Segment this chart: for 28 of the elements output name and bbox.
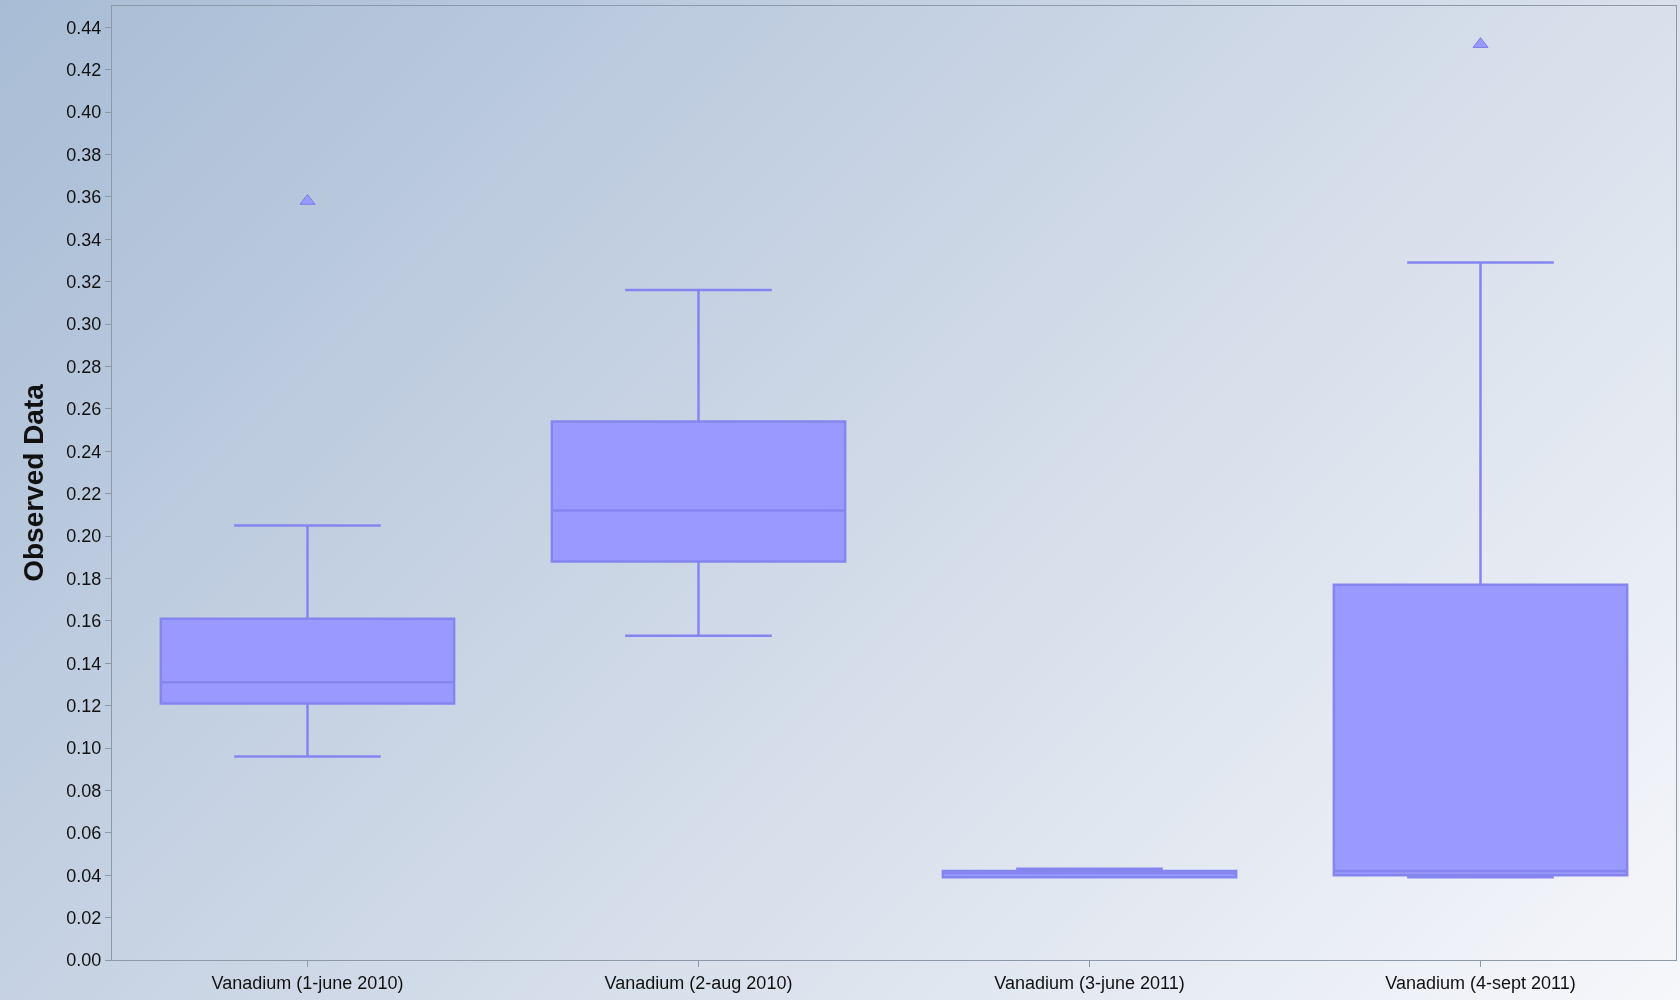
x-tick-label: Vanadium (3-june 2011) <box>994 972 1185 993</box>
y-tick-label: 0.00 <box>66 950 102 971</box>
y-tick-label: 0.32 <box>66 271 102 292</box>
y-tick-label: 0.28 <box>66 356 102 377</box>
y-tick-label: 0.26 <box>66 399 102 420</box>
y-tick-label: 0.18 <box>66 568 102 589</box>
y-tick-label: 0.08 <box>66 780 102 801</box>
y-tick-label: 0.16 <box>66 611 102 632</box>
y-tick-label: 0.20 <box>66 526 102 547</box>
y-tick-label: 0.22 <box>66 483 102 504</box>
y-tick-label: 0.36 <box>66 187 102 208</box>
y-tick-label: 0.40 <box>66 102 102 123</box>
x-tick-label: Vanadium (2-aug 2010) <box>604 972 793 993</box>
y-tick-label: 0.30 <box>66 314 102 335</box>
y-tick-label: 0.44 <box>66 17 102 38</box>
y-tick-label: 0.12 <box>66 695 102 716</box>
y-tick-label: 0.06 <box>66 823 102 844</box>
y-tick-label: 0.34 <box>66 229 102 250</box>
y-axis-title: Observed Data <box>18 383 50 582</box>
x-tick-label: Vanadium (4-sept 2011) <box>1385 972 1576 993</box>
y-tick-label: 0.10 <box>66 738 102 759</box>
y-tick-label: 0.42 <box>66 59 102 80</box>
y-tick-label: 0.04 <box>66 865 102 886</box>
x-tick-label: Vanadium (1-june 2010) <box>211 972 404 993</box>
y-tick-label: 0.02 <box>66 907 102 928</box>
y-tick-label: 0.24 <box>66 441 102 462</box>
y-tick-label: 0.14 <box>66 653 102 674</box>
y-tick-label: 0.38 <box>66 144 102 165</box>
